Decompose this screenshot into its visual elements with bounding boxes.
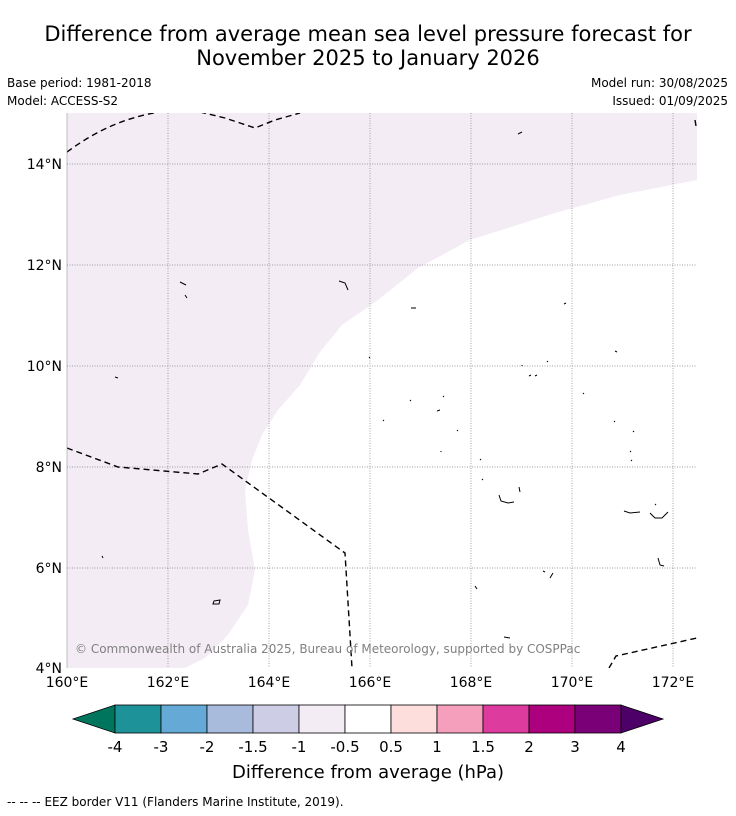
map-panel: [67, 113, 697, 668]
island-cluster-11: [479, 458, 521, 504]
colorbar-bin: [344, 704, 392, 734]
colorbar-bin: [528, 704, 576, 734]
colorbar-bin: [574, 704, 622, 734]
title-line-1: Difference from average mean sea level p…: [44, 22, 692, 46]
base-period: Base period: 1981-2018: [7, 76, 152, 90]
island-6: [114, 376, 119, 379]
eez-border-ne: [694, 119, 697, 127]
x-tick-162e: 162°E: [147, 675, 190, 691]
meta-right: Model run: 30/08/2025 Issued: 01/09/2025: [591, 74, 728, 110]
eez-border-central: [67, 447, 353, 668]
x-tick-168e: 168°E: [450, 675, 493, 691]
y-tick-6n: 6°N: [36, 561, 62, 577]
y-tick-10n: 10°N: [27, 359, 62, 375]
island-cluster-2: [338, 280, 349, 291]
x-tick-172e: 172°E: [652, 675, 695, 691]
title-line-2: November 2025 to January 2026: [196, 46, 540, 70]
colorbar-bins: [114, 704, 622, 734]
colorbar-bin: [482, 704, 530, 734]
colorbar-bin: [298, 704, 346, 734]
colorbar-tick-label: 0.5: [379, 738, 403, 756]
island-cluster-1: [179, 281, 188, 299]
colorbar: -4 -3 -2 -1.5 -1 -0.5 0.5 1 1.5 2 3 4 Difference fr…: [71, 704, 665, 783]
y-tick-8n: 8°N: [36, 460, 62, 476]
colorbar-bin: [206, 704, 254, 734]
colorbar-tick-label: -1: [292, 738, 307, 756]
island-5: [563, 302, 567, 305]
axis-labels: 160°E 162°E 164°E 166°E 168°E 170°E 172°…: [27, 157, 695, 691]
eez-border-se: [608, 637, 697, 668]
eez-legend-symbol: -- -- --: [7, 795, 41, 809]
y-tick-4n: 4°N: [36, 661, 62, 677]
shaded-anomaly-region: [67, 113, 697, 668]
colorbar-tick-label: 1: [432, 738, 442, 756]
island-cluster-12: [629, 450, 633, 462]
colorbar-tick-label: -2: [200, 738, 215, 756]
eez-legend: -- -- -- EEZ border V11 (Flanders Marine…: [7, 795, 344, 809]
colorbar-under-arrow: [71, 704, 116, 734]
island-cluster-9: [582, 350, 635, 433]
x-tick-160e: 160°E: [46, 675, 89, 691]
gridlines: [67, 113, 697, 668]
colorbar-tick-label: 3: [570, 738, 580, 756]
island-cluster-16: [101, 555, 511, 639]
x-tick-170e: 170°E: [551, 675, 594, 691]
colorbar-tick-label: -0.5: [330, 738, 359, 756]
issued-date: Issued: 01/09/2025: [612, 94, 728, 108]
colorbar-tick-label: 1.5: [471, 738, 495, 756]
copyright-text: © Commonwealth of Australia 2025, Bureau…: [75, 642, 580, 656]
colorbar-bin: [436, 704, 484, 734]
map-title: Difference from average mean sea level p…: [0, 22, 736, 70]
colorbar-bin: [114, 704, 162, 734]
colorbar-tick-label: 2: [524, 738, 534, 756]
island-4: [517, 131, 523, 135]
colorbar-bin: [252, 704, 300, 734]
islands: [101, 131, 669, 639]
x-tick-164e: 164°E: [248, 675, 291, 691]
y-tick-12n: 12°N: [27, 258, 62, 274]
colorbar-tick-label: -3: [154, 738, 169, 756]
island-cluster-14: [657, 557, 665, 567]
island-17: [212, 599, 221, 605]
meta-left: Base period: 1981-2018 Model: ACCESS-S2: [7, 74, 152, 110]
colorbar-tick-label: -1.5: [238, 738, 267, 756]
eez-legend-label: EEZ border V11 (Flanders Marine Institut…: [44, 795, 344, 809]
island-7: [368, 356, 371, 359]
colorbar-bin: [160, 704, 208, 734]
colorbar-bin: [390, 704, 438, 734]
x-tick-166e: 166°E: [349, 675, 392, 691]
y-tick-14n: 14°N: [27, 157, 62, 173]
island-cluster-10: [382, 395, 459, 452]
island-cluster-13: [623, 503, 669, 519]
eez-borders: [67, 113, 697, 668]
colorbar-over-arrow: [620, 704, 665, 734]
colorbar-tick-label: -4: [108, 738, 123, 756]
island-cluster-8: [521, 360, 549, 377]
colorbar-tick-labels: -4 -3 -2 -1.5 -1 -0.5 0.5 1 1.5 2 3 4: [108, 738, 626, 756]
colorbar-title: Difference from average (hPa): [232, 762, 504, 783]
model-name: Model: ACCESS-S2: [7, 94, 119, 108]
colorbar-tick-label: 4: [616, 738, 626, 756]
island-cluster-15: [542, 570, 554, 579]
model-run: Model run: 30/08/2025: [590, 76, 728, 90]
